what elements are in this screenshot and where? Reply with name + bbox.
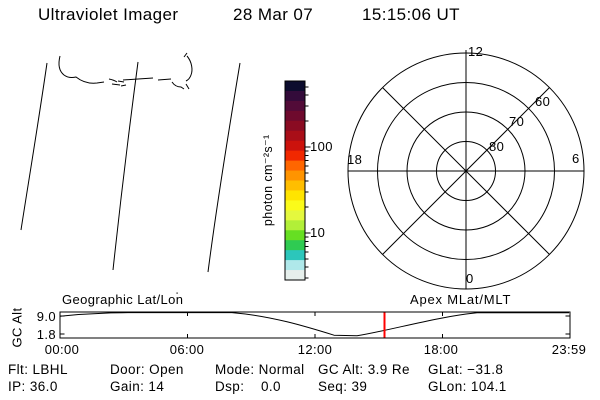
mlt-label-0: 0 <box>466 271 474 286</box>
status-dsp: Dsp: 0.0 <box>215 379 281 394</box>
mlt-label-18: 18 <box>347 152 363 167</box>
status-flt: Flt: LBHL <box>8 362 68 377</box>
xtick-label-0000: 00:00 <box>44 342 80 357</box>
mlat-label-60: 60 <box>535 94 551 109</box>
mlt-label-6: 6 <box>572 151 580 166</box>
colorbar-unit-label: photon cm⁻²s⁻¹ <box>260 134 275 227</box>
xtick-label-2359: 23:59 <box>551 342 587 357</box>
colorbar-ticks <box>305 86 311 279</box>
mlat-label-70: 70 <box>509 114 525 129</box>
gc-alt-axis-label: GC Alt <box>9 307 25 348</box>
ytick-label-1-8: 1.8 <box>36 327 56 342</box>
panel-right-header: Apex MLat/MLT <box>410 292 512 307</box>
status-seq: Seq: 39 <box>318 379 368 394</box>
altitude-panel <box>59 311 571 339</box>
altitude-axis-ticks <box>60 312 570 338</box>
coastline-overlay <box>58 52 193 90</box>
panel-left-header: Geographic Lat/Lon <box>62 292 184 307</box>
colorbar <box>284 80 311 281</box>
polar-grid <box>347 50 585 290</box>
status-mode: Mode: Normal <box>215 362 305 377</box>
ytick-label-9: 9.0 <box>36 309 56 324</box>
star-dot <box>176 292 178 294</box>
status-door: Door: Open <box>110 362 184 377</box>
status-glon: GLon: 104.1 <box>428 379 507 394</box>
xtick-label-0600: 06:00 <box>169 342 205 357</box>
colorbar-tick-label-100: 100 <box>310 139 333 154</box>
status-gain: Gain: 14 <box>110 379 165 394</box>
polar-spokes <box>348 50 584 289</box>
status-glat: GLat: −31.8 <box>428 362 504 377</box>
mlt-label-12: 12 <box>468 44 484 59</box>
status-ip: IP: 36.0 <box>8 379 58 394</box>
xtick-label-1200: 12:00 <box>297 342 333 357</box>
colorbar-bands <box>285 81 305 281</box>
meridian-lines <box>20 61 241 273</box>
page-title: Ultraviolet Imager <box>38 5 179 24</box>
colorbar-tick-label-10: 10 <box>310 225 326 240</box>
status-gc-alt: GC Alt: 3.9 Re <box>318 362 410 377</box>
geographic-image-panel <box>20 52 241 294</box>
altitude-curve <box>59 312 569 337</box>
mlat-label-80: 80 <box>489 139 505 154</box>
xtick-label-1800: 18:00 <box>423 342 459 357</box>
header-time: 15:15:06 UT <box>362 5 460 24</box>
header-date: 28 Mar 07 <box>233 5 314 24</box>
